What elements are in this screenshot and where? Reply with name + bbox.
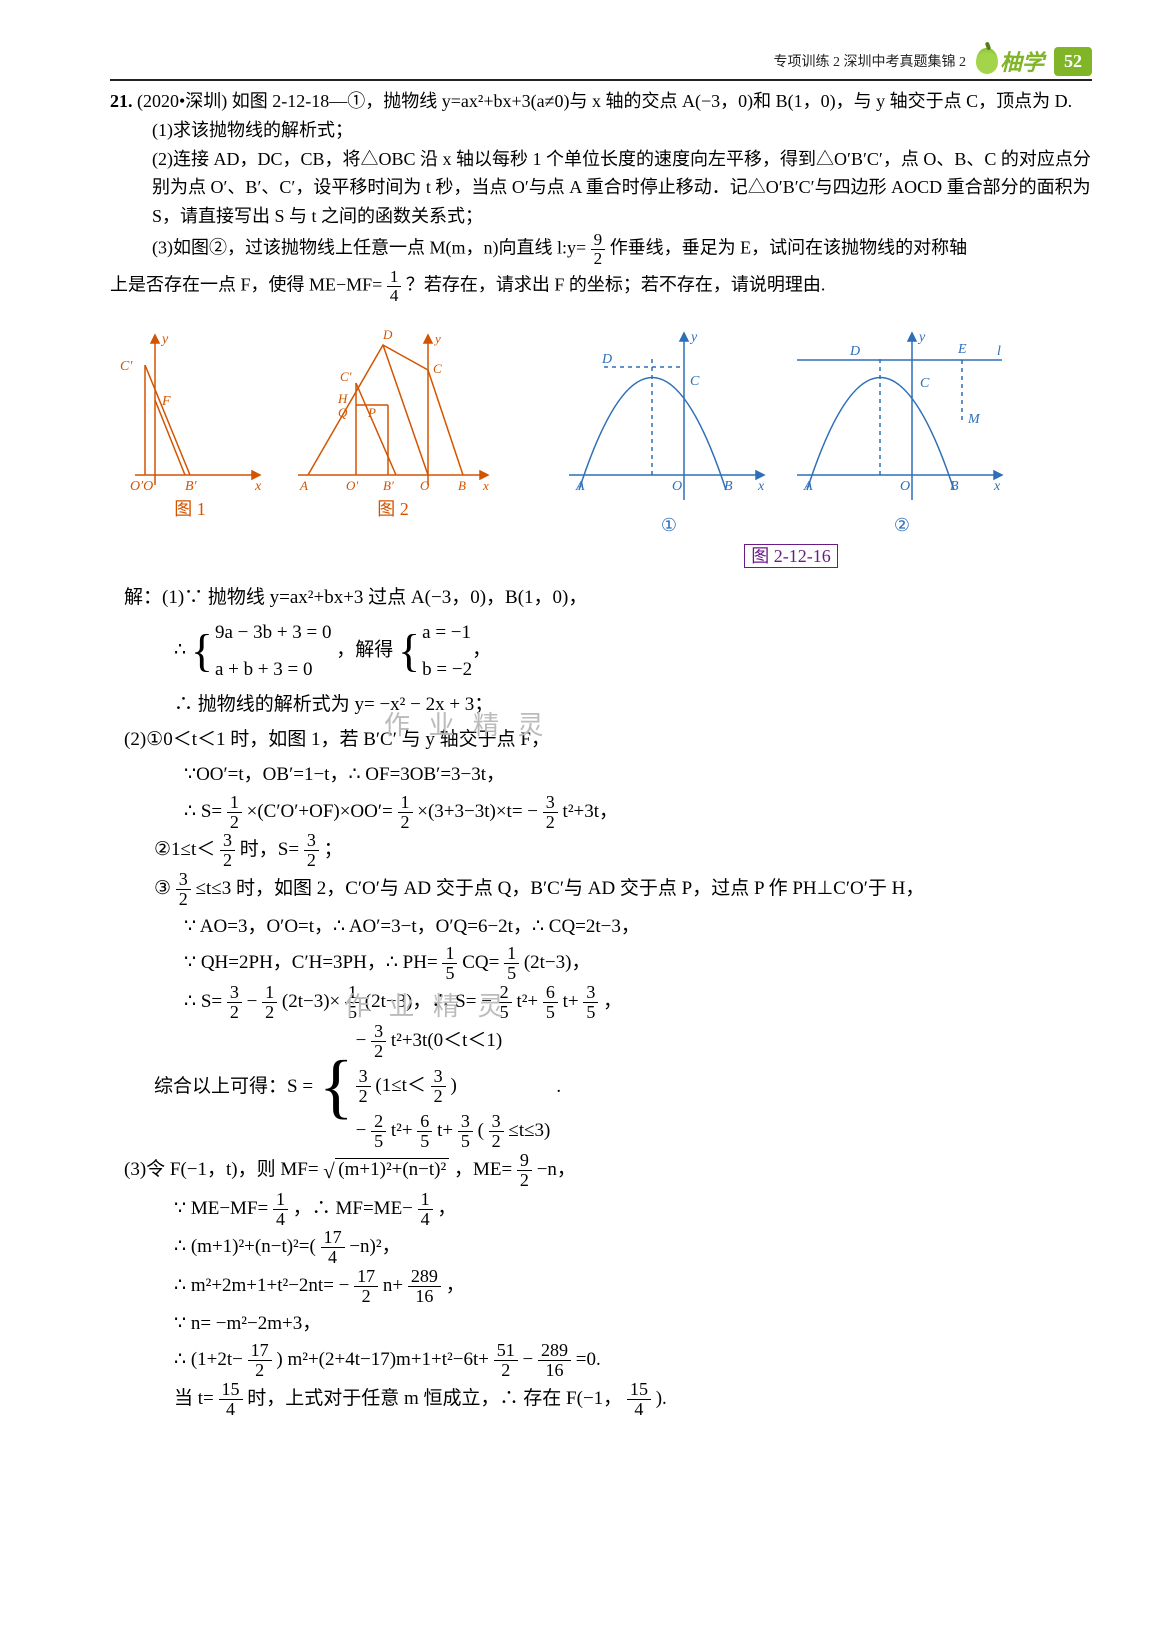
svg-text:O: O	[420, 478, 430, 493]
svg-text:C: C	[433, 361, 442, 376]
fig1-caption: 图 1	[110, 495, 270, 521]
svg-text:x: x	[993, 479, 1001, 494]
sol-2-7: ∵ QH=2PH，C′H=3PH，∴ PH= 15 CQ= 15 (2t−3)，	[124, 944, 1092, 983]
question-2: (2)连接 AD，DC，CB，将△OBC 沿 x 轴以每秒 1 个单位长度的速度…	[110, 145, 1092, 231]
watermark-icon: 作 业 精 灵	[384, 702, 550, 750]
svg-text:l: l	[997, 344, 1001, 359]
page-header: 专项训练 2 深圳中考真题集锦 2 柚学 52	[110, 45, 1092, 81]
svg-text:D: D	[382, 327, 393, 342]
svg-text:B′: B′	[185, 479, 198, 494]
svg-text:C: C	[690, 374, 700, 389]
question-1: (1)求该抛物线的解析式；	[110, 116, 1092, 145]
question-3-line2: 上是否存在一点 F，使得 ME−MF= 14 ？若存在，请求出 F 的坐标；若不…	[110, 268, 1092, 305]
section-title: 专项训练 2 深圳中考真题集锦 2	[773, 51, 966, 71]
svg-text:D: D	[849, 344, 860, 359]
sol-3-7: 当 t= 154 时，上式对于任意 m 恒成立，∴ 存在 F(−1， 154 )…	[124, 1380, 1092, 1419]
svg-text:x: x	[482, 478, 489, 493]
brand-text: 柚学	[1000, 45, 1044, 77]
svg-text:O: O	[672, 479, 682, 494]
svg-text:H: H	[337, 391, 348, 406]
figure-right-1: y D C A O B x ①	[564, 325, 774, 536]
sol-3-3: ∴ (m+1)²+(n−t)²=( 174 −n)²，	[124, 1228, 1092, 1267]
sol-3-6: ∴ (1+2t− 172 ) m²+(2+4t−17)m+1+t²−6t+ 51…	[124, 1341, 1092, 1380]
svg-text:y: y	[689, 330, 698, 345]
svg-text:x: x	[757, 479, 765, 494]
question-3-line1: (3)如图②，过该抛物线上任意一点 M(m，n)向直线 l:y= 92 作垂线，…	[110, 231, 1092, 268]
svg-text:B: B	[950, 479, 959, 494]
svg-text:M: M	[967, 412, 981, 427]
sol-2-3: ∴ S= 12 ×(C′O′+OF)×OO′= 12 ×(3+3−3t)×t= …	[124, 793, 1092, 832]
svg-text:A: A	[575, 479, 585, 494]
sol-2-2: ∵OO′=t，OB′=1−t，∴ OF=3OB′=3−3t，	[124, 757, 1092, 792]
svg-text:P: P	[367, 405, 376, 420]
sol-2-5: ③ 32 ≤t≤3 时，如图 2，C′O′与 AD 交于点 Q，B′C′与 AD…	[124, 870, 1092, 909]
svg-text:E: E	[957, 342, 967, 357]
watermark-icon-2: 作 业 精 灵	[344, 983, 510, 1031]
svg-text:B′: B′	[383, 478, 394, 493]
problem-stem: 如图 2-12-18—①，抛物线 y=ax²+bx+3(a≠0)与 x 轴的交点…	[232, 91, 1072, 111]
sol-2-6: ∵ AO=3，O′O=t，∴ AO′=3−t，O′Q=6−2t，∴ CQ=2t−…	[124, 909, 1092, 944]
sol-2-4: ②1≤t＜ 32 时，S= 32 ；	[124, 831, 1092, 870]
figures-row: y C′ F O′O B′ x 图 1	[110, 325, 1092, 536]
solution-block: 解：(1)∵ 抛物线 y=ax²+bx+3 过点 A(−3，0)，B(1，0)，…	[110, 580, 1092, 1419]
fig2-caption: 图 2	[288, 495, 498, 521]
svg-text:O′O: O′O	[130, 479, 153, 494]
pear-icon	[976, 48, 998, 74]
sol-2-1: (2)①0＜t＜1 时，如图 1，若 B′C′ 与 y 轴交于点 F，	[124, 722, 1092, 757]
page-number-badge: 52	[1054, 47, 1092, 76]
sol-3-1: (3)令 F(−1，t)，则 MF= (m+1)²+(n−t)² ，ME= 92…	[124, 1151, 1092, 1190]
svg-text:A: A	[803, 479, 813, 494]
sol-1-lead: 解：(1)∵ 抛物线 y=ax²+bx+3 过点 A(−3，0)，B(1，0)，	[124, 580, 1092, 615]
problem-number: 21.	[110, 91, 133, 111]
svg-text:x: x	[254, 479, 262, 494]
sol-3-2: ∵ ME−MF= 14 ，∴ MF=ME− 14 ，	[124, 1190, 1092, 1229]
brand-logo: 柚学	[976, 45, 1044, 77]
svg-text:F: F	[161, 394, 171, 409]
svg-text:C: C	[920, 376, 930, 391]
problem-source: (2020•深圳)	[137, 91, 227, 111]
svg-text:C′: C′	[120, 359, 133, 374]
figure-1: y C′ F O′O B′ x 图 1	[110, 325, 270, 521]
svg-text:C′: C′	[340, 369, 352, 384]
svg-text:A: A	[299, 478, 308, 493]
sol-3-4: ∴ m²+2m+1+t²−2nt= − 172 n+ 28916 ，	[124, 1267, 1092, 1306]
svg-text:O′: O′	[346, 478, 358, 493]
figure-2: y D C C′ H Q P A O′ B′ O B x 图 2	[288, 325, 498, 521]
circ1: ①	[564, 515, 774, 536]
sol-2-piecewise: 综合以上可得：S = { − 32 t²+3t(0＜t＜1) 32 (1≤t＜ …	[124, 1022, 1092, 1151]
sol-3-5: ∵ n= −m²−2m+3，	[124, 1306, 1092, 1341]
svg-text:y: y	[160, 332, 169, 347]
sol-1-system: ∴ { 9a − 3b + 3 = 0 a + b + 3 = 0 ，解得 { …	[124, 615, 1092, 687]
figure-ref-caption: 图 2-12-16	[744, 544, 838, 568]
problem-block: 21. (2020•深圳) 如图 2-12-18—①，抛物线 y=ax²+bx+…	[110, 87, 1092, 305]
sol-2-8: ∴ S= 32 − 12 (2t−3)× 15 (2t−3)，∴ S= − 25…	[124, 983, 1092, 1022]
svg-text:Q: Q	[338, 405, 348, 420]
svg-text:B: B	[458, 478, 466, 493]
circ2: ②	[792, 515, 1012, 536]
svg-text:y: y	[433, 331, 441, 346]
svg-text:B: B	[724, 479, 733, 494]
figure-right-2: y D E l C M A O B x ②	[792, 325, 1012, 536]
svg-text:O: O	[900, 479, 910, 494]
svg-text:D: D	[601, 352, 612, 367]
sol-1-result: ∴ 抛物线的解析式为 y= −x² − 2x + 3；	[124, 687, 1092, 722]
svg-text:y: y	[917, 330, 926, 345]
